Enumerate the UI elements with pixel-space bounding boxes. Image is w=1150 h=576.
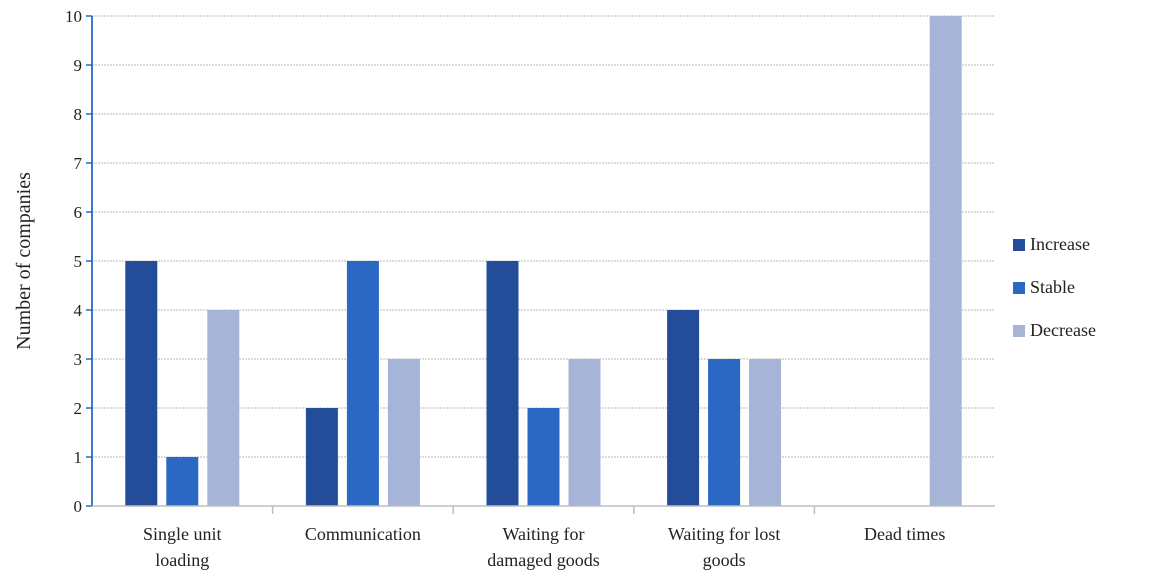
legend-swatch-increase xyxy=(1013,239,1025,251)
legend-swatch-decrease xyxy=(1013,325,1025,337)
bar-stable xyxy=(527,408,560,506)
bars xyxy=(125,16,962,506)
bar-decrease xyxy=(568,359,601,506)
y-tick-label: 0 xyxy=(74,497,83,516)
bar-increase xyxy=(125,261,158,506)
y-tick-label: 7 xyxy=(74,154,83,173)
y-axis-title: Number of companies xyxy=(13,172,35,350)
legend-swatch-stable xyxy=(1013,282,1025,294)
x-category-label-line: Waiting for lost xyxy=(668,524,781,544)
x-category-label-line: Single unit xyxy=(143,524,222,544)
x-category-label-line: damaged goods xyxy=(487,550,599,570)
x-category-labels: Single unit loading Communication Waiting f… xyxy=(143,524,945,570)
legend: Increase Stable Decrease xyxy=(1013,234,1096,340)
legend-label: Stable xyxy=(1030,277,1075,297)
bar-stable xyxy=(708,359,741,506)
axes xyxy=(86,15,995,514)
legend-label: Decrease xyxy=(1030,320,1096,340)
x-category-label: Dead times xyxy=(864,524,945,544)
y-tick-label: 8 xyxy=(74,105,83,124)
bar-increase xyxy=(486,261,519,506)
x-category-label-line: Communication xyxy=(305,524,421,544)
y-tick-label: 5 xyxy=(74,252,83,271)
bar-decrease xyxy=(387,359,420,506)
y-tick-label: 6 xyxy=(74,203,83,222)
y-tick-label: 2 xyxy=(74,399,83,418)
bar-increase xyxy=(667,310,700,506)
y-tick-label: 10 xyxy=(65,7,82,26)
x-category-label-line: Dead times xyxy=(864,524,945,544)
x-category-label-line: loading xyxy=(155,550,209,570)
x-category-label: Communication xyxy=(305,524,421,544)
bar-decrease xyxy=(929,16,962,506)
y-tick-label: 3 xyxy=(74,350,83,369)
x-category-label: Single unit loading xyxy=(143,524,222,570)
x-category-label: Waiting for lost goods xyxy=(668,524,781,570)
x-category-label-line: goods xyxy=(703,550,746,570)
y-tick-label: 1 xyxy=(74,448,83,467)
x-category-label: Waiting for damaged goods xyxy=(487,524,599,570)
x-category-label-line: Waiting for xyxy=(502,524,584,544)
bar-increase xyxy=(305,408,338,506)
bar-stable xyxy=(346,261,379,506)
bar-decrease xyxy=(749,359,782,506)
bar-stable xyxy=(166,457,199,506)
legend-label: Increase xyxy=(1030,234,1090,254)
y-tick-labels: 0 1 2 3 4 5 6 7 8 9 10 xyxy=(65,7,83,516)
bar-decrease xyxy=(207,310,240,506)
y-tick-label: 4 xyxy=(74,301,83,320)
y-tick-label: 9 xyxy=(74,56,83,75)
